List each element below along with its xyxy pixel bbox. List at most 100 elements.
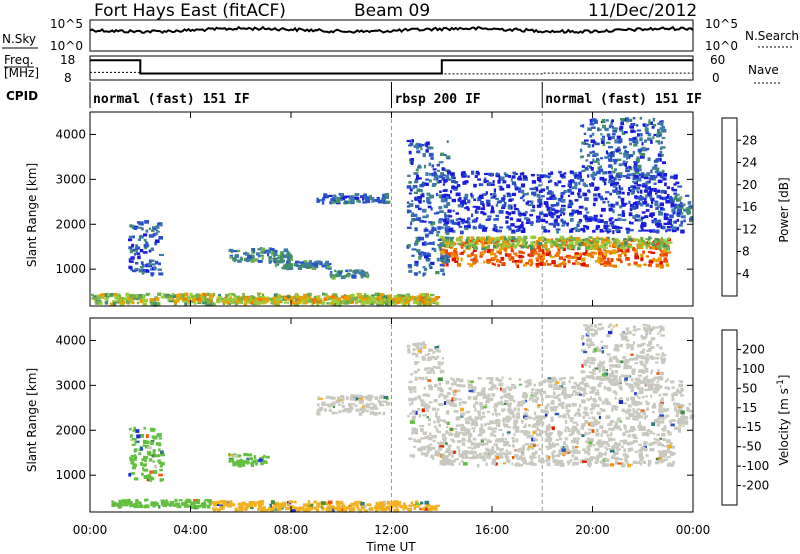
heatmap-cell <box>626 243 632 247</box>
heatmap-cell <box>367 394 372 398</box>
heatmap-cell <box>543 201 549 205</box>
heatmap-cell <box>496 243 500 247</box>
heatmap-cell <box>495 197 499 201</box>
heatmap-cell <box>631 188 636 193</box>
heatmap-cell <box>321 501 326 505</box>
heatmap-cell <box>572 421 578 424</box>
heatmap-cell <box>419 253 423 257</box>
heatmap-cell <box>457 217 462 220</box>
heatmap-cell <box>535 262 539 266</box>
heatmap-cell <box>488 456 491 460</box>
heatmap-cell <box>575 181 578 185</box>
heatmap-cell <box>516 228 520 233</box>
heatmap-cell <box>162 500 167 504</box>
heatmap-cell <box>475 206 481 210</box>
heatmap-cell <box>145 292 151 296</box>
heatmap-cell <box>410 221 413 226</box>
heatmap-cell <box>531 191 537 196</box>
heatmap-cell <box>613 203 616 208</box>
heatmap-cell <box>593 238 596 242</box>
heatmap-cell <box>657 385 663 389</box>
heatmap-cell <box>664 250 667 254</box>
heatmap-cell <box>104 293 108 297</box>
heatmap-cell <box>666 186 671 190</box>
heatmap-cell <box>636 184 642 187</box>
heatmap-cell <box>514 239 518 242</box>
heatmap-cell <box>270 302 273 305</box>
heatmap-cell <box>572 172 578 176</box>
heatmap-cell <box>670 224 674 229</box>
heatmap-cell <box>574 244 577 247</box>
heatmap-cell <box>280 251 284 256</box>
heatmap-cell <box>447 444 452 447</box>
heatmap-cell <box>617 258 622 262</box>
heatmap-cell <box>584 431 587 436</box>
heatmap-cell <box>618 242 622 246</box>
heatmap-cell <box>629 207 633 212</box>
heatmap-cell <box>464 431 469 434</box>
heatmap-cell <box>612 230 615 234</box>
heatmap-cell <box>600 157 604 160</box>
heatmap-cell <box>156 434 161 436</box>
heatmap-cell <box>673 220 677 224</box>
heatmap-cell <box>459 252 462 255</box>
heatmap-cell <box>611 220 615 224</box>
heatmap-cell <box>568 180 572 183</box>
heatmap-cell <box>482 203 485 207</box>
heatmap-cell <box>330 198 333 202</box>
heatmap-cell <box>657 223 662 226</box>
heatmap-cell <box>593 443 596 447</box>
heatmap-cell <box>316 300 322 304</box>
heatmap-cell <box>441 357 444 360</box>
heatmap-cell <box>366 409 369 413</box>
heatmap-cell <box>648 260 654 264</box>
heatmap-cell <box>351 397 356 401</box>
heatmap-cell <box>559 213 562 217</box>
heatmap-cell <box>657 450 662 453</box>
heatmap-cell <box>645 237 648 241</box>
heatmap-cell <box>238 296 242 300</box>
heatmap-cell <box>356 292 359 295</box>
heatmap-cell <box>144 220 150 224</box>
heatmap-cell <box>653 188 657 192</box>
heatmap-cell <box>586 240 589 243</box>
heatmap-cell <box>658 211 663 216</box>
heatmap-cell <box>426 416 429 419</box>
heatmap-cell <box>408 298 413 301</box>
heatmap-cell <box>235 295 241 299</box>
heatmap-cell <box>178 499 183 502</box>
heatmap-cell <box>409 402 412 406</box>
heatmap-cell <box>633 165 637 169</box>
heatmap-cell <box>355 408 360 412</box>
heatmap-cell <box>438 175 444 179</box>
heatmap-cell <box>561 448 566 452</box>
heatmap-cell <box>630 229 634 232</box>
heatmap-cell <box>594 260 599 263</box>
heatmap-cell <box>131 243 135 248</box>
heatmap-cell <box>557 180 562 184</box>
heatmap-cell <box>244 297 249 302</box>
heatmap-cell <box>432 350 436 354</box>
heatmap-cell <box>411 248 417 251</box>
heatmap-cell <box>642 201 648 205</box>
heatmap-cell <box>144 459 147 463</box>
heatmap-cell <box>631 206 637 209</box>
heatmap-cell <box>516 457 522 461</box>
heatmap-cell <box>439 242 445 245</box>
heatmap-cell <box>306 509 311 512</box>
heatmap-cell <box>637 412 641 417</box>
heatmap-cell <box>427 352 431 355</box>
heatmap-cell <box>607 239 611 242</box>
heatmap-cell <box>672 460 675 465</box>
heatmap-cell <box>621 463 626 468</box>
heatmap-cell <box>603 178 607 181</box>
cpid-row: CPID normal (fast) 151 IF rbsp 200 IF norm… <box>6 82 702 108</box>
heatmap-cell <box>443 178 448 183</box>
heatmap-cell <box>584 450 589 454</box>
heatmap-cell <box>424 507 429 511</box>
heatmap-cell <box>663 212 667 217</box>
heatmap-cell <box>275 503 280 508</box>
heatmap-cell <box>460 460 464 463</box>
heatmap-cell <box>213 302 216 307</box>
heatmap-cell <box>608 244 611 248</box>
